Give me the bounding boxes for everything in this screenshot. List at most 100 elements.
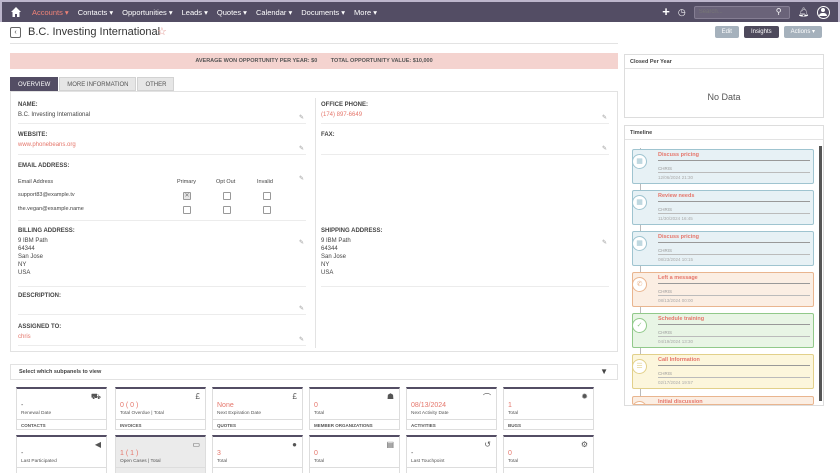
field-shipping: SHIPPING ADDRESS: 9 IBM Path 64344 San J… (321, 228, 609, 277)
tab-other[interactable]: OTHER (137, 77, 175, 91)
nav-contacts[interactable]: Contacts ▾ (77, 7, 114, 17)
timeline-item[interactable]: Initial discussion (632, 396, 814, 405)
tile-activities[interactable]: ⌒ 08/13/2024 Next Activity Date ACTIVITI… (406, 387, 497, 430)
field-divider (18, 220, 306, 221)
nav-leads[interactable]: Leads ▾ (181, 7, 208, 17)
panel-divider (625, 68, 823, 69)
edit-pencil-icon[interactable]: ✎ (299, 306, 305, 312)
history-icon: ↺ (484, 440, 491, 449)
subpanel-selector[interactable]: Select which subpanels to view ▼ (10, 364, 618, 380)
shipping-line: San Jose (321, 254, 347, 260)
user-avatar-icon[interactable] (817, 5, 830, 19)
timeline-item-title[interactable]: Left a message (658, 275, 698, 281)
actions-button[interactable]: Actions ▾ (783, 26, 822, 38)
nav-documents[interactable]: Documents ▾ (301, 7, 346, 17)
timeline-item-date: 11/30/2024 16:45 (658, 216, 693, 221)
email-col-invalid: Invalid (257, 179, 273, 185)
edit-pencil-icon[interactable]: ✎ (299, 176, 305, 182)
timeline-item-title[interactable]: Schedule training (658, 316, 705, 322)
tile-value: 0 (314, 402, 318, 409)
optout-checkbox[interactable] (223, 192, 231, 200)
bell-icon[interactable]: 🔔︎ (797, 7, 809, 17)
field-name: NAME: B.C. Investing International (18, 102, 306, 119)
plus-icon[interactable]: + (662, 4, 670, 19)
primary-checkbox[interactable]: ✕ (183, 192, 191, 200)
edit-pencil-icon[interactable]: ✎ (299, 337, 305, 343)
tile-value: 3 (217, 450, 221, 457)
tab-more-information[interactable]: MORE INFORMATION (59, 77, 137, 91)
back-button[interactable]: ‹ (10, 27, 21, 38)
insights-button[interactable]: Insights (743, 26, 779, 38)
tile-history[interactable]: ↺ - Last Touchpoint (406, 435, 497, 473)
edit-pencil-icon[interactable]: ✎ (299, 115, 305, 121)
field-billing: BILLING ADDRESS: 9 IBM Path 64344 San Jo… (18, 228, 306, 277)
header-buttons: Edit Insights Actions ▾ (714, 26, 822, 38)
timeline-item-title[interactable]: Discuss pricing (658, 234, 699, 240)
edit-pencil-icon[interactable]: ✎ (602, 115, 608, 121)
timeline-item-title[interactable]: Review needs (658, 193, 695, 199)
tile-footer (407, 467, 496, 473)
favorite-star-icon[interactable]: ☆ (157, 26, 167, 38)
invalid-checkbox[interactable] (263, 206, 271, 214)
timeline-item-title[interactable]: Discuss pricing (658, 152, 699, 158)
caret-down-icon[interactable]: ▼ (600, 367, 608, 376)
activity-icon: ⌒ (483, 393, 491, 402)
assigned-label: ASSIGNED TO: (18, 324, 62, 330)
tile-member-organizations[interactable]: ☗ 0 Total MEMBER ORGANIZATIONS (309, 387, 400, 430)
timeline-item[interactable]: ☰ Call Information CHRIS 02/17/2024 19:57 (632, 354, 814, 389)
home-icon[interactable] (10, 6, 22, 18)
tile-cases[interactable]: ▭ 1 ( 1 ) Open Cases | Total (115, 435, 206, 473)
billing-line: 64344 (18, 246, 35, 252)
primary-checkbox[interactable] (183, 206, 191, 214)
office-phone-link[interactable]: (174) 897-6649 (321, 112, 363, 118)
edit-pencil-icon[interactable]: ✎ (299, 146, 305, 152)
email-link[interactable]: the.vegan@example.name (18, 206, 84, 212)
timeline-scrollbar[interactable] (819, 146, 822, 401)
tile-bugs[interactable]: ✹ 1 Total BUGS (503, 387, 594, 430)
tile-documents[interactable]: ▤ 0 Total (309, 435, 400, 473)
gear-icon: ⚙ (580, 440, 588, 449)
page-title: B.C. Investing International (28, 26, 161, 38)
timeline-item-title[interactable]: Call Information (658, 357, 700, 363)
timeline-item[interactable]: ▦ Discuss pricing CHRIS 12/06/2024 21:30 (632, 149, 814, 184)
user-underline (658, 254, 810, 255)
tile-footer (310, 467, 399, 473)
history-icon[interactable]: ◷ (677, 7, 686, 17)
billing-line: USA (18, 270, 31, 276)
edit-pencil-icon[interactable]: ✎ (602, 146, 608, 152)
invalid-checkbox[interactable] (263, 192, 271, 200)
shipping-line: NY (321, 262, 330, 268)
nav-opportunities[interactable]: Opportunities ▾ (122, 7, 173, 17)
column-divider (315, 98, 316, 348)
timeline-item[interactable]: ▦ Discuss pricing CHRIS 08/23/2024 10:15 (632, 231, 814, 266)
edit-button[interactable]: Edit (714, 26, 739, 38)
timeline-item[interactable]: ✆ Left a message CHRIS 08/13/2024 00:00 (632, 272, 814, 307)
nav-calendar[interactable]: Calendar ▾ (255, 7, 293, 17)
tile-contacts[interactable]: ⛟ - Renewal Date CONTACTS (16, 387, 107, 430)
tile-value: 08/13/2024 (411, 402, 447, 409)
website-link[interactable]: www.phonebeans.org (18, 142, 76, 148)
timeline-item-user: CHRIS (658, 371, 673, 376)
tile-contacts-total[interactable]: ● 3 Total (212, 435, 303, 473)
tile-security-groups[interactable]: ⚙ 0 Total (503, 435, 594, 473)
email-label: EMAIL ADDRESS: (18, 163, 70, 169)
assigned-link[interactable]: chris (18, 334, 31, 340)
tile-invoices[interactable]: £ 0 ( 0 ) Total Overdue | Total INVOICES (115, 387, 206, 430)
optout-checkbox[interactable] (223, 206, 231, 214)
tile-footer: BUGS (504, 419, 593, 431)
nav-more[interactable]: More ▾ (354, 7, 377, 17)
timeline-item-date: 08/23/2024 10:15 (658, 257, 694, 262)
tab-overview[interactable]: OVERVIEW (10, 77, 59, 91)
nav-quotes[interactable]: Quotes ▾ (216, 7, 247, 17)
timeline-item[interactable]: ✓ Schedule training CHRIS 04/19/2024 13:30 (632, 313, 814, 348)
tile-quotes[interactable]: £ None Next Expiration Date QUOTES (212, 387, 303, 430)
timeline-item-title[interactable]: Initial discussion (658, 399, 703, 405)
nav-accounts[interactable]: Accounts ▾ (32, 7, 69, 17)
tile-campaigns[interactable]: ◀ - Last Participated (16, 435, 107, 473)
search-icon[interactable]: ⚲ (775, 7, 782, 16)
search-input[interactable] (693, 5, 790, 19)
email-link[interactable]: support83@example.tv (18, 192, 75, 198)
edit-pencil-icon[interactable]: ✎ (602, 240, 608, 246)
timeline-item[interactable]: ▦ Review needs CHRIS 11/30/2024 16:45 (632, 190, 814, 225)
edit-pencil-icon[interactable]: ✎ (299, 240, 305, 246)
